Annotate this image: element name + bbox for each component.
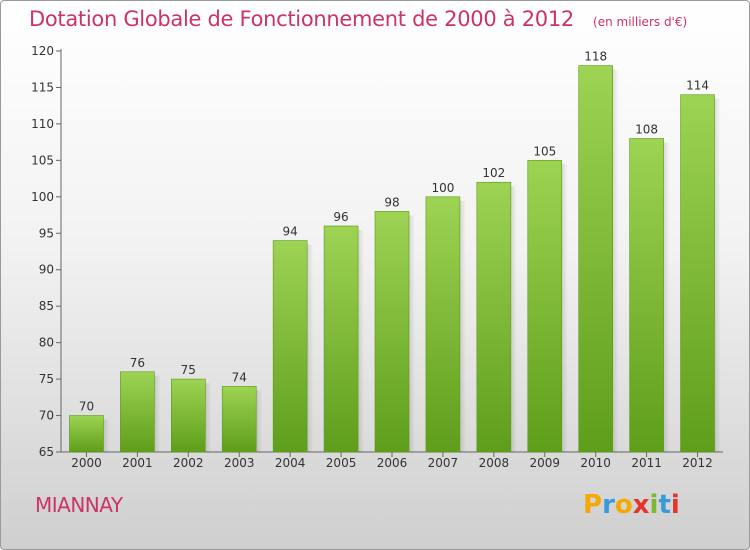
chart-title-text: Dotation Globale de Fonctionnement de 20… — [29, 7, 574, 31]
bar-2003 — [221, 386, 257, 453]
data-label: 94 — [283, 225, 298, 239]
bar-shadow — [612, 69, 619, 452]
x-tick-label: 2003 — [224, 456, 255, 470]
bar-shadow — [205, 383, 212, 452]
data-label: 96 — [333, 210, 348, 224]
x-tick-label: 2001 — [122, 456, 153, 470]
chart-unit: (en milliers d'€) — [593, 15, 688, 29]
logo-letter: t — [658, 490, 671, 520]
logo-letter: i — [670, 490, 680, 520]
y-tick-label: 105 — [31, 153, 54, 167]
proxiti-logo: Proxiti — [583, 490, 680, 520]
logo-letter: r — [602, 490, 615, 520]
chart-title: Dotation Globale de Fonctionnement de 20… — [29, 7, 687, 31]
x-tick-label: 2009 — [529, 456, 560, 470]
x-tick-label: 2006 — [377, 456, 408, 470]
bar-2000 — [69, 415, 104, 453]
x-tick-label: 2008 — [479, 456, 510, 470]
bar-2005 — [323, 225, 359, 453]
data-label: 74 — [232, 370, 247, 384]
commune-name: MIANNAY — [35, 493, 123, 517]
bar-2011 — [629, 138, 664, 453]
bar-2001 — [120, 371, 155, 453]
bar-2010 — [578, 65, 613, 453]
y-tick-label: 95 — [39, 226, 54, 240]
bar-shadow — [561, 164, 568, 452]
x-tick-label: 2010 — [580, 456, 611, 470]
data-label: 118 — [584, 50, 607, 64]
y-tick-label: 65 — [39, 445, 54, 459]
bar-shadow — [459, 200, 466, 452]
bar-shadow — [103, 419, 110, 452]
x-tick-label: 2000 — [71, 456, 102, 470]
y-tick-label: 100 — [31, 190, 54, 204]
bar-shadow — [714, 98, 721, 452]
logo-letter: o — [614, 490, 633, 520]
x-tick-label: 2011 — [631, 456, 662, 470]
x-tick-label: 2004 — [275, 456, 306, 470]
bar-shadow — [358, 229, 365, 452]
bar-shadow — [256, 390, 263, 452]
data-label: 75 — [181, 363, 196, 377]
bar-shadow — [409, 215, 415, 452]
logo-letter: P — [583, 490, 603, 520]
data-label: 105 — [533, 144, 556, 158]
y-tick-label: 120 — [31, 44, 54, 58]
data-label: 114 — [686, 79, 709, 93]
y-tick-label: 90 — [39, 263, 54, 277]
data-label: 70 — [79, 400, 94, 414]
bar-shadow — [154, 375, 161, 452]
bar-2008 — [476, 181, 512, 453]
logo-letter: x — [632, 490, 650, 520]
logo-letter: i — [649, 490, 659, 520]
bar-2009 — [527, 160, 563, 453]
bar-2006 — [374, 211, 410, 453]
data-label: 108 — [635, 122, 658, 136]
y-tick-label: 85 — [39, 299, 54, 313]
bar-2004 — [272, 240, 308, 453]
bar-2007 — [425, 196, 461, 453]
x-tick-label: 2007 — [428, 456, 459, 470]
bar-shadow — [307, 244, 314, 452]
y-tick-label: 110 — [31, 117, 54, 131]
y-tick-label: 80 — [39, 336, 54, 350]
bar-shadow — [510, 186, 517, 452]
bar-2002 — [171, 378, 206, 453]
bar-2012 — [680, 94, 715, 453]
x-tick-label: 2005 — [326, 456, 357, 470]
x-tick-label: 2012 — [682, 456, 713, 470]
data-label: 98 — [384, 195, 399, 209]
data-label: 76 — [130, 356, 145, 370]
y-tick-label: 115 — [31, 80, 54, 94]
data-label: 100 — [431, 181, 454, 195]
bar-shadow — [663, 142, 670, 452]
y-tick-label: 75 — [39, 372, 54, 386]
data-label: 102 — [482, 166, 505, 180]
y-tick-label: 70 — [39, 409, 54, 423]
x-tick-label: 2002 — [173, 456, 204, 470]
